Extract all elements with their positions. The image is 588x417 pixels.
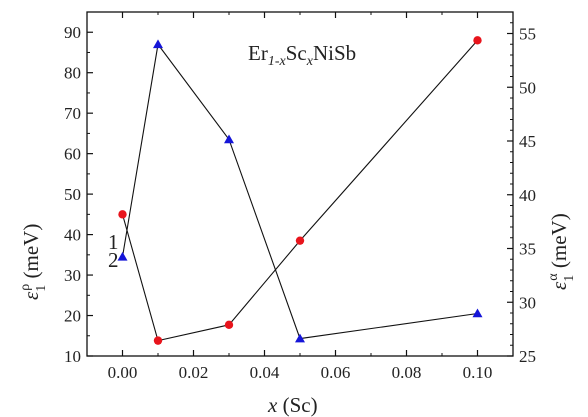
x-tick-label: 0.08 <box>392 363 422 382</box>
y-left-tick-label: 50 <box>64 185 81 204</box>
series-2-point <box>153 39 163 49</box>
y-left-tick-label: 80 <box>64 64 81 83</box>
series-2-label: 2 <box>108 248 119 272</box>
y-right-tick-label: 55 <box>519 25 536 44</box>
chart-title: Er1-xScxNiSb <box>248 41 356 69</box>
y-right-tick-label: 40 <box>519 186 536 205</box>
y-left-tick-label: 60 <box>64 145 81 164</box>
series-1-line <box>121 39 478 342</box>
x-axis-title: x (Sc) <box>267 393 318 417</box>
y-right-tick-label: 35 <box>519 240 536 259</box>
series-1-point <box>118 210 127 219</box>
series-2-point <box>224 134 234 144</box>
x-tick-label: 0.06 <box>321 363 351 382</box>
series-2-line <box>121 43 478 340</box>
series-1-point <box>224 320 234 330</box>
x-tick-label: 0.10 <box>463 363 493 382</box>
series-layer <box>117 36 483 345</box>
y-right-tick-label: 25 <box>519 347 536 366</box>
series-1-point <box>153 336 163 345</box>
y-left-tick-label: 40 <box>64 226 81 245</box>
series-2-point <box>117 251 128 261</box>
y-left-tick-label: 90 <box>64 23 81 42</box>
y-left-tick-label: 20 <box>64 307 81 326</box>
x-tick-label: 0.04 <box>250 363 280 382</box>
y-right-axis-title: ε1α (meV) <box>546 213 577 290</box>
x-tick-label: 0.00 <box>108 363 138 382</box>
ticks-layer: 0.00 0.02 0.04 0.06 0.08 0.10 10 20 30 40 50 60 70 80… <box>64 11 536 382</box>
y-left-tick-label: 70 <box>64 104 81 123</box>
x-tick-label: 0.02 <box>179 363 209 382</box>
series-1-point <box>473 36 482 45</box>
y-right-tick-label: 50 <box>519 78 536 97</box>
y-right-tick-label: 45 <box>519 132 536 151</box>
y-left-axis-title: ε1ρ (meV) <box>18 224 49 300</box>
y-right-tick-label: 30 <box>519 293 536 312</box>
y-left-tick-label: 30 <box>64 266 81 285</box>
series-2-point <box>295 333 305 343</box>
series-1-point <box>295 236 305 245</box>
series-2-point <box>472 308 483 318</box>
y-left-tick-label: 10 <box>64 347 81 366</box>
series-1-label: 1 <box>108 230 119 254</box>
